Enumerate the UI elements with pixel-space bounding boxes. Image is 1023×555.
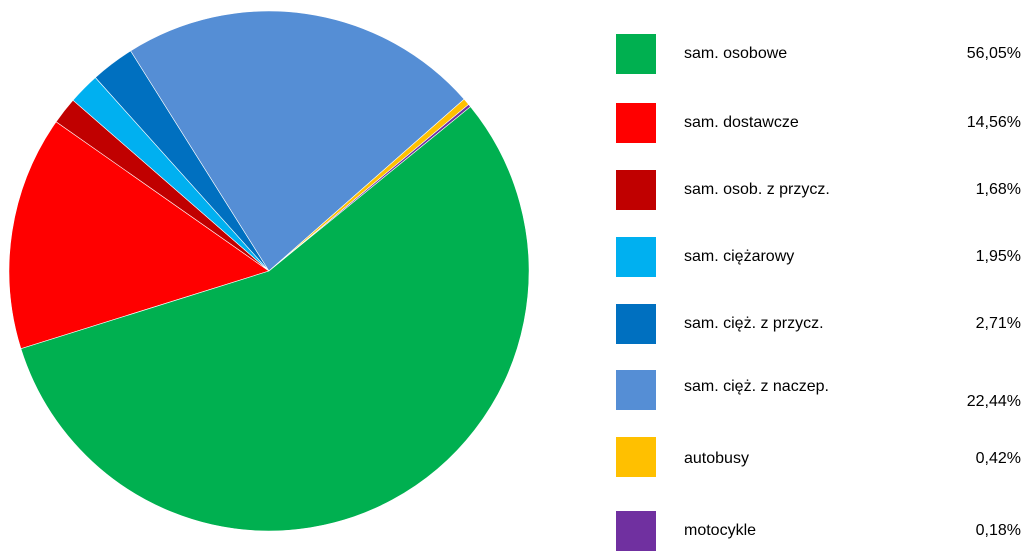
- pie-slice-sam-dostawcze: [8, 121, 270, 350]
- pie-slice-sam-osobowe: [20, 106, 530, 532]
- legend-value-sam-ciezarowy: 1,95%: [975, 248, 1021, 265]
- legend-item-autobusy: autobusy 0,42%: [600, 437, 1023, 481]
- legend-item-motocykle: motocykle 0,18%: [600, 511, 1023, 555]
- legend-label-autobusy: autobusy: [684, 450, 749, 467]
- legend-label-sam-dostawcze: sam. dostawcze: [684, 114, 799, 131]
- legend-swatch-sam-ciez-z-naczep: [616, 370, 656, 410]
- legend-item-sam-osobowe: sam. osobowe 56,05%: [600, 34, 1023, 78]
- legend-item-sam-osob-z-przycz: sam. osob. z przycz. 1,68%: [600, 170, 1023, 214]
- legend-item-sam-ciez-z-naczep: sam. cięż. z naczep. 22,44%: [600, 370, 1023, 414]
- legend-swatch-sam-osob-z-przycz: [616, 170, 656, 210]
- legend-value-motocykle: 0,18%: [975, 522, 1021, 539]
- legend-value-sam-ciez-z-przycz: 2,71%: [975, 315, 1021, 332]
- legend-item-sam-ciez-z-przycz: sam. cięż. z przycz. 2,71%: [600, 304, 1023, 348]
- legend-swatch-sam-osobowe: [616, 34, 656, 74]
- legend-swatch-sam-ciez-z-przycz: [616, 304, 656, 344]
- legend-item-sam-ciezarowy: sam. ciężarowy 1,95%: [600, 237, 1023, 281]
- legend-label-sam-ciez-z-naczep: sam. cięż. z naczep.: [684, 378, 829, 395]
- legend-swatch-sam-ciezarowy: [616, 237, 656, 277]
- legend-label-sam-osob-z-przycz: sam. osob. z przycz.: [684, 181, 830, 198]
- legend-swatch-sam-dostawcze: [616, 103, 656, 143]
- legend-label-sam-ciezarowy: sam. ciężarowy: [684, 248, 795, 265]
- legend-label-sam-osobowe: sam. osobowe: [684, 45, 788, 62]
- legend-value-autobusy: 0,42%: [975, 450, 1021, 467]
- legend-value-sam-osob-z-przycz: 1,68%: [975, 181, 1021, 198]
- pie-chart: [8, 10, 530, 532]
- pie-slice-sam-cięż-z-naczep: [130, 10, 465, 272]
- legend-swatch-autobusy: [616, 437, 656, 477]
- legend-item-sam-dostawcze: sam. dostawcze 14,56%: [600, 103, 1023, 147]
- legend-label-sam-ciez-z-przycz: sam. cięż. z przycz.: [684, 315, 824, 332]
- legend-label-motocykle: motocykle: [684, 522, 757, 539]
- legend-value-sam-osobowe: 56,05%: [966, 45, 1021, 62]
- legend: sam. osobowe 56,05% sam. dostawcze 14,56…: [600, 0, 1023, 551]
- legend-value-sam-ciez-z-naczep: 22,44%: [966, 393, 1021, 410]
- legend-swatch-motocykle: [616, 511, 656, 551]
- legend-value-sam-dostawcze: 14,56%: [966, 114, 1021, 131]
